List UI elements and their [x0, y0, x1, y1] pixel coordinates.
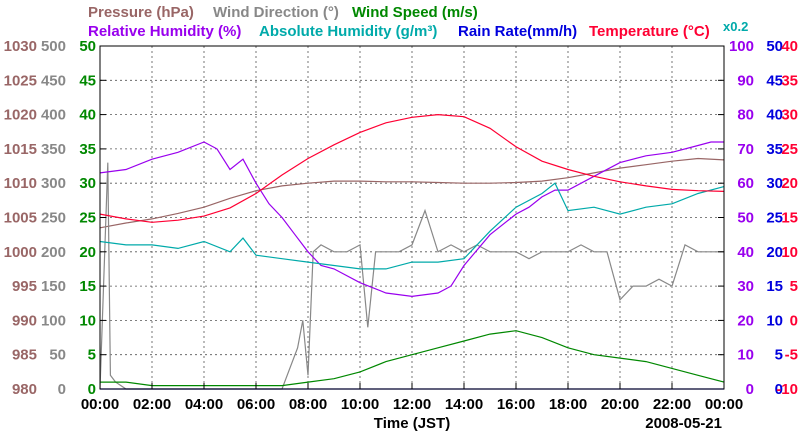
x-tick-label: 16:00	[497, 396, 535, 413]
y-tick-label: 10	[79, 312, 96, 329]
y-tick-label: 0	[790, 312, 798, 329]
series-temperature-c	[99, 113, 725, 223]
y-tick-label: 100	[729, 38, 754, 55]
y-tick-label: 20	[79, 244, 96, 261]
x-tick-label: 22:00	[653, 396, 691, 413]
legend-absolute-humidity: Absolute Humidity (g/m³)	[259, 23, 437, 40]
y-tick-label: 50	[49, 347, 66, 364]
y-tick-label: 45	[766, 72, 783, 89]
legend-scale-note: x0.2	[723, 19, 748, 34]
x-axis-ticks: 00:00 02:00 04:00 06:00 08:00 10:00 12:00 14:00…	[81, 383, 743, 413]
date-label: 2008-05-21	[645, 415, 722, 432]
x-tick-label: 02:00	[133, 396, 171, 413]
y-tick-label: 30	[766, 175, 783, 192]
y-tick-label: 150	[41, 278, 66, 295]
y-tick-label: 0	[746, 381, 754, 398]
y-tick-label: 1005	[4, 210, 37, 227]
y-tick-label: 30	[737, 278, 754, 295]
y-tick-label: 35	[766, 141, 783, 158]
y-tick-label: 0	[58, 381, 66, 398]
y-tick-label: 35	[79, 141, 96, 158]
x-axis-label: Time (JST)	[374, 415, 450, 432]
y-tick-label: 450	[41, 72, 66, 89]
y-tick-label: 20	[766, 244, 783, 261]
x-tick-label: 20:00	[601, 396, 639, 413]
y-tick-label: 50	[766, 38, 783, 55]
y-tick-label: 20	[781, 175, 798, 192]
y-tick-label: 1010	[4, 175, 37, 192]
y-tick-label: 25	[79, 210, 96, 227]
y-tick-label: 45	[79, 72, 96, 89]
y-tick-label: 50	[737, 210, 754, 227]
y-tick-label: 5	[775, 347, 783, 364]
y-tick-label: 995	[12, 278, 37, 295]
y-tick-label: 40	[79, 107, 96, 124]
x-tick-label: 10:00	[341, 396, 379, 413]
y-tick-label: 0	[775, 381, 783, 398]
x-tick-label: 08:00	[289, 396, 327, 413]
y-tick-label: 40	[737, 244, 754, 261]
y-tick-label: 25	[781, 141, 798, 158]
legend-pressure: Pressure (hPa)	[88, 4, 194, 21]
y-tick-label: 985	[12, 347, 37, 364]
y-tick-label: 15	[766, 278, 783, 295]
y-tick-label: 40	[766, 107, 783, 124]
y-tick-label: 0	[88, 381, 96, 398]
y-tick-label: 400	[41, 107, 66, 124]
y-tick-label: 100	[41, 312, 66, 329]
y-tick-label: 300	[41, 175, 66, 192]
x-tick-label: 18:00	[549, 396, 587, 413]
y-tick-label: 10	[781, 244, 798, 261]
x-tick-label: 14:00	[445, 396, 483, 413]
y-tick-label: 1015	[4, 141, 37, 158]
y-tick-label: 50	[79, 38, 96, 55]
legend-wind-speed: Wind Speed (m/s)	[352, 4, 478, 21]
x-tick-label: 12:00	[393, 396, 431, 413]
y-tick-label: 35	[781, 72, 798, 89]
y-tick-label: 5	[790, 278, 798, 295]
y-tick-label: 60	[737, 175, 754, 192]
x-tick-label: 00:00	[705, 396, 743, 413]
x-tick-label: 06:00	[237, 396, 275, 413]
y-tick-label: -5	[785, 347, 798, 364]
grid	[100, 46, 724, 389]
y-tick-label: 1025	[4, 72, 37, 89]
legend-wind-direction: Wind Direction (°)	[213, 4, 339, 21]
y-tick-label: 10	[766, 312, 783, 329]
y-tick-label: 1000	[4, 244, 37, 261]
y-tick-label: 20	[737, 312, 754, 329]
y-tick-label: 80	[737, 107, 754, 124]
y-tick-label: -10	[776, 381, 798, 398]
x-tick-label: 04:00	[185, 396, 223, 413]
y-tick-label: 350	[41, 141, 66, 158]
y-tick-label: 1030	[4, 38, 37, 55]
y-tick-label: 25	[766, 210, 783, 227]
y-tick-label: 30	[781, 107, 798, 124]
y-tick-label: 15	[79, 278, 96, 295]
x-tick-label: 00:00	[81, 396, 119, 413]
y-tick-label: 90	[737, 72, 754, 89]
series-pressure-hpa	[99, 157, 725, 229]
legend-relative-humidity: Relative Humidity (%)	[88, 23, 241, 40]
y-tick-label: 40	[781, 38, 798, 55]
series-relative-humidity	[99, 141, 724, 298]
legend-rain-rate: Rain Rate(mm/h)	[458, 23, 577, 40]
legend: Pressure (hPa) Wind Direction (°) Wind S…	[88, 4, 748, 40]
y-axis-ticks: 9809859909951000100510101015102010251030…	[4, 38, 798, 398]
y-tick-label: 15	[781, 210, 798, 227]
y-tick-label: 200	[41, 244, 66, 261]
y-tick-label: 990	[12, 312, 37, 329]
y-tick-label: 250	[41, 210, 66, 227]
y-tick-label: 70	[737, 141, 754, 158]
y-tick-label: 30	[79, 175, 96, 192]
y-tick-label: 980	[12, 381, 37, 398]
y-tick-label: 1020	[4, 107, 37, 124]
series-absolute-humidity-g-m	[99, 182, 725, 270]
legend-temperature: Temperature (°C)	[589, 23, 710, 40]
y-tick-label: 5	[88, 347, 96, 364]
y-tick-label: 500	[41, 38, 66, 55]
y-tick-label: 10	[737, 347, 754, 364]
